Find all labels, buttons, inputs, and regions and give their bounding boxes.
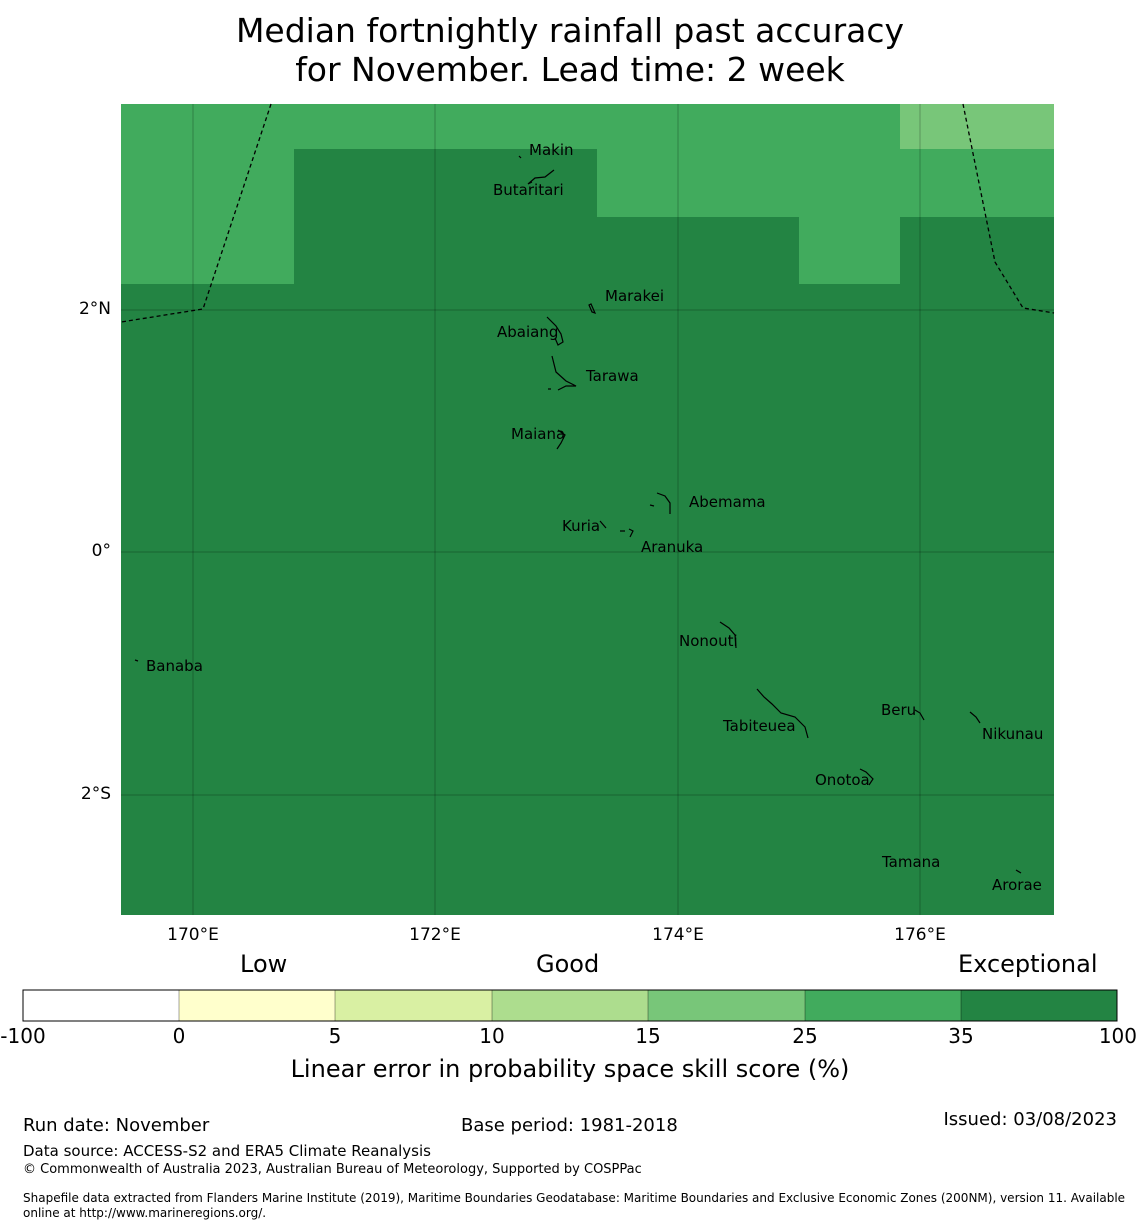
legend-tick: -100 xyxy=(0,1024,46,1048)
colorbar-title: Linear error in probability space skill … xyxy=(290,1055,850,1083)
island-label-kuria: Kuria xyxy=(562,517,600,535)
lat-label-0: 0° xyxy=(91,541,111,561)
legend-tick: 10 xyxy=(479,1024,505,1048)
run-date: Run date: November xyxy=(23,1115,210,1136)
colorbar-swatch-4 xyxy=(648,990,805,1021)
legend-tick: 0 xyxy=(172,1024,186,1048)
colorbar-swatch-6 xyxy=(961,990,1117,1021)
island-label-butaritari: Butaritari xyxy=(493,181,564,199)
lat-label-2s: 2°S xyxy=(80,784,111,804)
skill-cell-15-25 xyxy=(900,104,1054,149)
lon-label-172e: 172°E xyxy=(409,925,461,945)
island-label-tamana: Tamana xyxy=(881,853,940,871)
chart-title-line2: for November. Lead time: 2 week xyxy=(295,50,845,89)
island-label-maiana: Maiana xyxy=(511,425,565,443)
island-outlines xyxy=(134,155,1022,874)
lon-label-176e: 176°E xyxy=(894,925,946,945)
island-label-arorae: Arorae xyxy=(992,876,1042,894)
legend-tick: 100 xyxy=(1098,1024,1137,1048)
skill-cells-25-35 xyxy=(121,104,1054,284)
chart-title-line1: Median fortnightly rainfall past accurac… xyxy=(235,11,905,50)
colorbar-swatch-2 xyxy=(335,990,492,1021)
island-label-onotoa: Onotoa xyxy=(815,771,870,789)
data-source: Data source: ACCESS-S2 and ERA5 Climate … xyxy=(23,1142,431,1160)
legend-tick: 15 xyxy=(635,1024,661,1048)
island-label-tabiteuea: Tabiteuea xyxy=(722,717,796,735)
island-label-makin: Makin xyxy=(529,141,574,159)
colorbar-swatch-1 xyxy=(179,990,335,1021)
issued-date: Issued: 03/08/2023 xyxy=(943,1109,1117,1130)
legend-tick: 25 xyxy=(792,1024,818,1048)
island-label-nonouti: Nonouti xyxy=(679,632,738,650)
island-label-marakei: Marakei xyxy=(605,287,664,305)
legend-tick: 5 xyxy=(328,1024,342,1048)
island-label-beru: Beru xyxy=(881,701,916,719)
island-label-tarawa: Tarawa xyxy=(585,367,639,385)
island-label-banaba: Banaba xyxy=(146,657,203,675)
shapefile-credit-line2: online at http://www.marineregions.org/. xyxy=(23,1206,267,1220)
island-label-aranuka: Aranuka xyxy=(641,538,703,556)
lon-label-170e: 170°E xyxy=(167,925,219,945)
lat-label-2n: 2°N xyxy=(78,299,111,319)
colorbar-swatch-3 xyxy=(492,990,648,1021)
shapefile-credit-line1: Shapefile data extracted from Flanders M… xyxy=(23,1191,1126,1205)
colorbar-swatch-5 xyxy=(805,990,961,1021)
gridlines xyxy=(121,104,1054,915)
island-label-abemama: Abemama xyxy=(689,493,766,511)
legend-category-low: Low xyxy=(240,950,288,978)
legend-category-exceptional: Exceptional xyxy=(958,950,1098,978)
base-period: Base period: 1981-2018 xyxy=(461,1115,678,1136)
eez-boundary xyxy=(120,103,1055,323)
legend-category-good: Good xyxy=(536,950,600,978)
colorbar-outline xyxy=(22,989,1118,1022)
colorbar xyxy=(22,989,1118,1022)
island-label-abaiang: Abaiang xyxy=(497,323,558,341)
lon-label-174e: 174°E xyxy=(652,925,704,945)
island-label-nikunau: Nikunau xyxy=(982,725,1043,743)
colorbar-swatch-0 xyxy=(23,990,179,1021)
legend-tick: 35 xyxy=(948,1024,974,1048)
copyright-notice: © Commonwealth of Australia 2023, Austra… xyxy=(23,1162,642,1177)
